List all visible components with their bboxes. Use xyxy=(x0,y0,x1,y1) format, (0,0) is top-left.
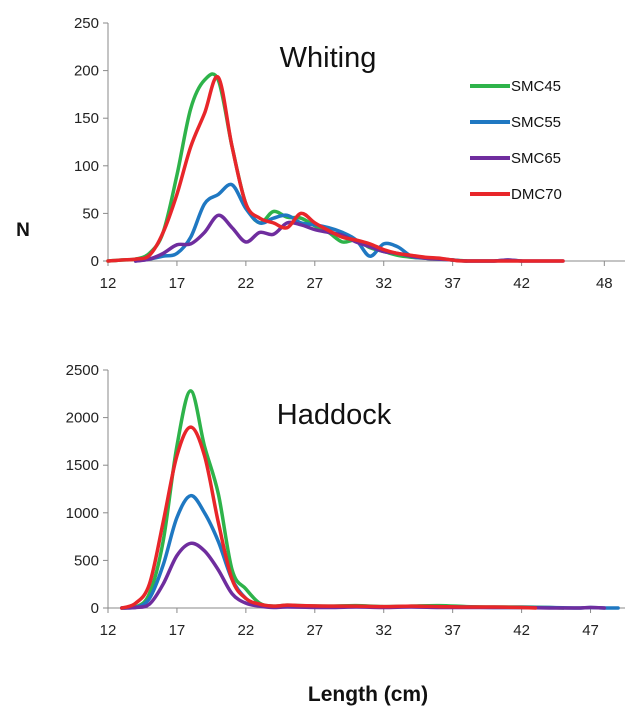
whiting-x-tick-label: 42 xyxy=(513,275,530,292)
whiting-y-tick-label: 0 xyxy=(91,253,99,270)
haddock-y-tick-label: 1000 xyxy=(66,505,99,522)
haddock-series-dmc70-line xyxy=(120,425,538,610)
whiting-x-tick-label: 17 xyxy=(169,275,186,292)
whiting-x-tick-label: 48 xyxy=(596,275,613,292)
whiting-y-tick-label: 200 xyxy=(74,63,99,80)
whiting-series-dmc70-line xyxy=(106,75,565,263)
whiting-panel: Whiting SMC45 SMC55 SMC65 DMC70 0 50 100 15… xyxy=(74,15,625,292)
haddock-y-tick-label: 2500 xyxy=(66,362,99,379)
haddock-panel: Haddock 0 500 1000 1500 2000 2500 12 17 22 27 32 37… xyxy=(66,362,625,639)
haddock-x-tick-label: 47 xyxy=(582,622,599,639)
haddock-series-smc65-line xyxy=(120,541,607,610)
haddock-y-tick-label: 0 xyxy=(91,600,99,617)
legend-item-smc45: SMC45 xyxy=(470,78,561,95)
whiting-y-tick-label: 150 xyxy=(74,110,99,127)
whiting-x-tick-label: 32 xyxy=(375,275,392,292)
haddock-x-tick-label: 12 xyxy=(100,622,117,639)
whiting-y-tick-label: 250 xyxy=(74,15,99,32)
legend-item-dmc70: DMC70 xyxy=(470,186,562,203)
haddock-x-tick-label: 17 xyxy=(169,622,186,639)
haddock-x-tick-label: 27 xyxy=(306,622,323,639)
haddock-title: Haddock xyxy=(277,399,392,431)
legend-label-dmc70: DMC70 xyxy=(511,186,562,203)
chart-legend: SMC45 SMC55 SMC65 DMC70 xyxy=(470,78,562,203)
whiting-title: Whiting xyxy=(280,42,377,74)
whiting-x-tick-label: 27 xyxy=(306,275,323,292)
haddock-x-tick-label: 37 xyxy=(444,622,461,639)
legend-item-smc55: SMC55 xyxy=(470,114,561,131)
whiting-x-tick-label: 22 xyxy=(238,275,255,292)
legend-item-smc65: SMC65 xyxy=(470,150,561,167)
haddock-x-tick-label: 32 xyxy=(375,622,392,639)
haddock-y-tick-label: 500 xyxy=(74,552,99,569)
y-axis-label: N xyxy=(16,220,30,241)
haddock-y-tick-label: 1500 xyxy=(66,457,99,474)
whiting-y-tick-label: 50 xyxy=(82,205,99,222)
x-axis-label: Length (cm) xyxy=(308,683,428,706)
legend-label-smc45: SMC45 xyxy=(511,78,561,95)
whiting-y-tick-label: 100 xyxy=(74,158,99,175)
legend-label-smc65: SMC65 xyxy=(511,150,561,167)
whiting-x-tick-label: 12 xyxy=(100,275,117,292)
haddock-x-tick-label: 22 xyxy=(238,622,255,639)
haddock-series-smc55-line xyxy=(120,493,620,610)
legend-label-smc55: SMC55 xyxy=(511,114,561,131)
haddock-y-tick-label: 2000 xyxy=(66,410,99,427)
haddock-x-tick-label: 42 xyxy=(513,622,530,639)
whiting-series-smc55-line xyxy=(133,182,524,263)
whiting-x-tick-label: 37 xyxy=(444,275,461,292)
